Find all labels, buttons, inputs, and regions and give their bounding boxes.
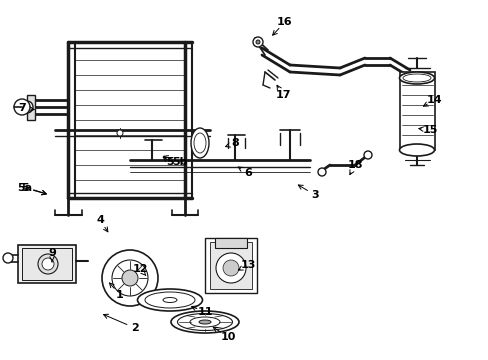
Text: 2: 2 [131,323,139,333]
Bar [204,238,257,293]
Bar [215,238,246,248]
Circle shape [112,260,148,296]
Bar [399,72,434,150]
Text: 3: 3 [310,190,318,200]
Text: 12: 12 [132,264,147,274]
Text: 5a: 5a [18,183,33,193]
Circle shape [14,99,30,115]
Ellipse shape [190,317,220,327]
Text: 11: 11 [197,307,212,317]
Circle shape [256,40,260,44]
Text: 14: 14 [427,95,442,105]
Text: 6: 6 [244,168,251,178]
Ellipse shape [402,74,430,82]
Circle shape [3,253,13,263]
Text: 9: 9 [48,248,56,258]
Text: 4: 4 [96,215,104,225]
Circle shape [42,258,54,270]
Text: 17: 17 [275,90,290,100]
Text: 16: 16 [277,17,292,27]
Text: 5b: 5b [172,157,187,167]
Circle shape [223,260,239,276]
Text: 5: 5 [166,157,173,167]
Text: 10: 10 [220,332,235,342]
Circle shape [122,270,138,286]
Ellipse shape [199,320,210,324]
Circle shape [317,168,325,176]
Ellipse shape [399,72,434,84]
Ellipse shape [163,297,177,302]
Text: 5: 5 [21,183,29,193]
Ellipse shape [145,292,195,308]
Text: 1: 1 [116,290,123,300]
Text: 13: 13 [240,260,255,270]
Bar [209,242,251,289]
Circle shape [21,101,33,113]
Bar [18,245,76,283]
Ellipse shape [194,133,205,153]
Ellipse shape [191,128,208,158]
Circle shape [117,130,123,136]
Circle shape [216,253,245,283]
Text: 18: 18 [346,160,362,170]
Circle shape [252,37,263,47]
Bar [27,95,35,120]
Bar [22,248,72,280]
Ellipse shape [137,289,202,311]
Circle shape [363,151,371,159]
Text: 7: 7 [18,103,26,113]
Text: 8: 8 [231,138,238,148]
Ellipse shape [171,311,239,333]
Ellipse shape [399,144,434,156]
Ellipse shape [177,314,232,330]
Circle shape [102,250,158,306]
Circle shape [38,254,58,274]
Text: 15: 15 [422,125,437,135]
